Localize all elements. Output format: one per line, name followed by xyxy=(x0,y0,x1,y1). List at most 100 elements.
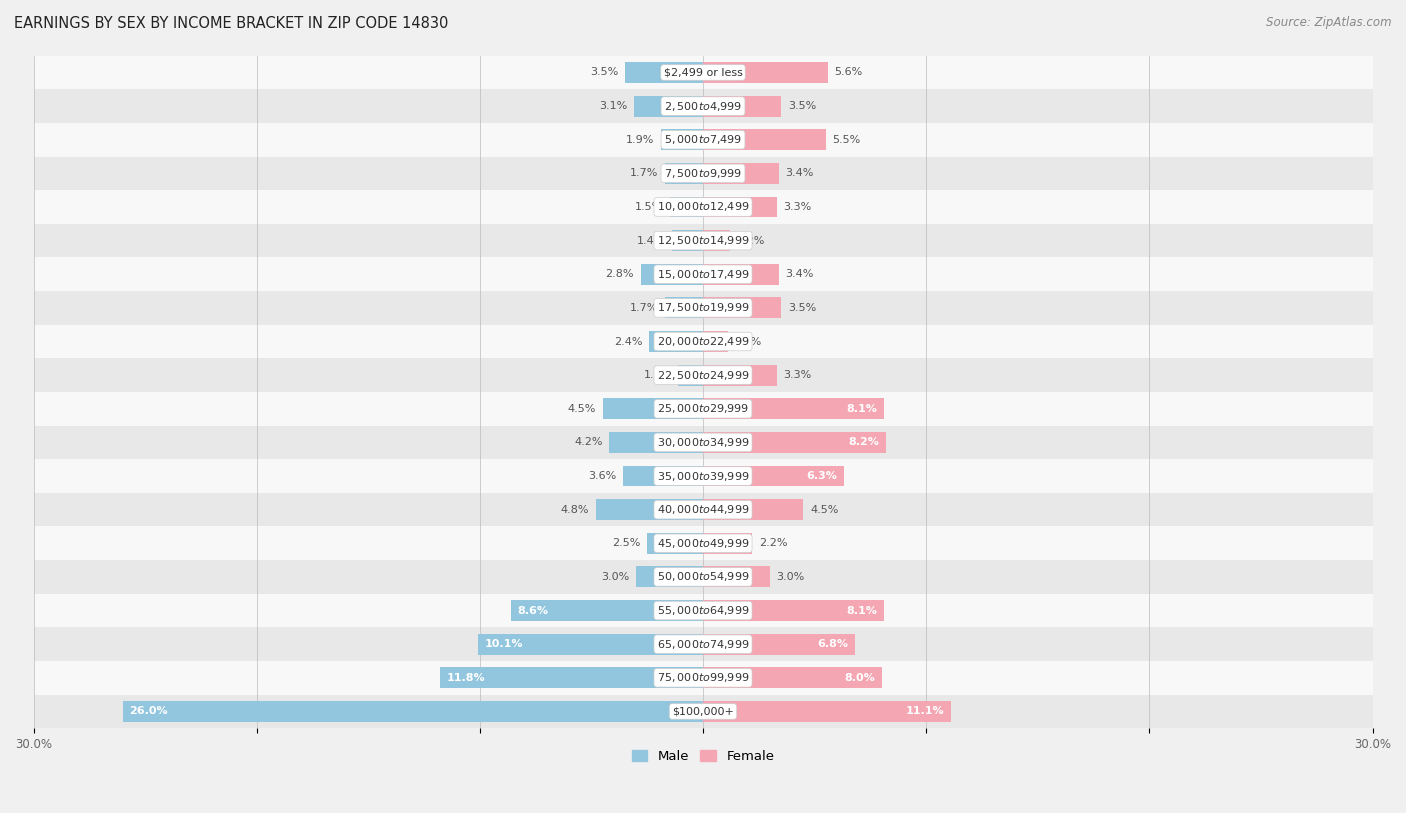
Bar xyxy=(703,264,779,285)
Bar xyxy=(665,298,703,319)
Bar xyxy=(34,392,1372,425)
Text: 3.0%: 3.0% xyxy=(602,572,630,582)
Bar xyxy=(34,593,1372,628)
Bar xyxy=(641,264,703,285)
Bar xyxy=(703,667,882,689)
Bar xyxy=(603,398,703,420)
Text: 3.6%: 3.6% xyxy=(588,471,616,481)
Bar xyxy=(34,324,1372,359)
Bar xyxy=(609,432,703,453)
Legend: Male, Female: Male, Female xyxy=(626,746,780,769)
Text: 8.2%: 8.2% xyxy=(848,437,879,447)
Text: 6.3%: 6.3% xyxy=(806,471,837,481)
Text: 2.8%: 2.8% xyxy=(606,269,634,279)
Text: 4.8%: 4.8% xyxy=(561,505,589,515)
Bar xyxy=(703,466,844,486)
Text: 3.5%: 3.5% xyxy=(787,303,815,313)
Bar xyxy=(34,493,1372,527)
Text: Source: ZipAtlas.com: Source: ZipAtlas.com xyxy=(1267,16,1392,29)
Text: 11.8%: 11.8% xyxy=(446,673,485,683)
Text: $75,000 to $99,999: $75,000 to $99,999 xyxy=(657,672,749,685)
Text: 4.5%: 4.5% xyxy=(810,505,838,515)
Text: 3.5%: 3.5% xyxy=(787,101,815,111)
Bar xyxy=(703,600,884,621)
Bar xyxy=(703,567,770,587)
Text: $30,000 to $34,999: $30,000 to $34,999 xyxy=(657,436,749,449)
Bar xyxy=(34,694,1372,728)
Text: 4.2%: 4.2% xyxy=(574,437,603,447)
Text: 1.7%: 1.7% xyxy=(630,168,658,178)
Bar xyxy=(34,425,1372,459)
Text: $7,500 to $9,999: $7,500 to $9,999 xyxy=(664,167,742,180)
Bar xyxy=(647,533,703,554)
Text: 6.8%: 6.8% xyxy=(817,639,848,650)
Bar xyxy=(703,163,779,184)
Bar xyxy=(703,197,776,217)
Bar xyxy=(672,230,703,251)
Text: $40,000 to $44,999: $40,000 to $44,999 xyxy=(657,503,749,516)
Bar xyxy=(703,62,828,83)
Text: 8.0%: 8.0% xyxy=(844,673,875,683)
Text: $2,499 or less: $2,499 or less xyxy=(664,67,742,77)
Text: $45,000 to $49,999: $45,000 to $49,999 xyxy=(657,537,749,550)
Bar xyxy=(122,701,703,722)
Bar xyxy=(596,499,703,520)
Text: 1.4%: 1.4% xyxy=(637,236,665,246)
Bar xyxy=(34,661,1372,694)
Text: $100,000+: $100,000+ xyxy=(672,706,734,716)
Text: 1.5%: 1.5% xyxy=(634,202,662,212)
Bar xyxy=(34,224,1372,258)
Text: 5.6%: 5.6% xyxy=(835,67,863,77)
Text: 8.6%: 8.6% xyxy=(517,606,548,615)
Text: $25,000 to $29,999: $25,000 to $29,999 xyxy=(657,402,749,415)
Text: 8.1%: 8.1% xyxy=(846,404,877,414)
Bar xyxy=(679,365,703,385)
Bar xyxy=(636,567,703,587)
Text: $2,500 to $4,999: $2,500 to $4,999 xyxy=(664,100,742,112)
Bar xyxy=(34,459,1372,493)
Bar xyxy=(34,628,1372,661)
Text: $10,000 to $12,499: $10,000 to $12,499 xyxy=(657,201,749,214)
Text: 3.5%: 3.5% xyxy=(591,67,619,77)
Text: 3.3%: 3.3% xyxy=(783,370,811,380)
Bar xyxy=(34,89,1372,123)
Bar xyxy=(703,96,782,116)
Bar xyxy=(440,667,703,689)
Bar xyxy=(34,157,1372,190)
Text: 1.2%: 1.2% xyxy=(737,236,765,246)
Bar xyxy=(34,190,1372,224)
Bar xyxy=(703,365,776,385)
Text: 3.4%: 3.4% xyxy=(786,168,814,178)
Text: 1.1%: 1.1% xyxy=(734,337,762,346)
Bar xyxy=(634,96,703,116)
Text: 1.7%: 1.7% xyxy=(630,303,658,313)
Bar xyxy=(478,634,703,654)
Text: $22,500 to $24,999: $22,500 to $24,999 xyxy=(657,368,749,381)
Text: 10.1%: 10.1% xyxy=(484,639,523,650)
Text: 3.0%: 3.0% xyxy=(776,572,804,582)
Text: 8.1%: 8.1% xyxy=(846,606,877,615)
Text: 1.1%: 1.1% xyxy=(644,370,672,380)
Text: $5,000 to $7,499: $5,000 to $7,499 xyxy=(664,133,742,146)
Text: $15,000 to $17,499: $15,000 to $17,499 xyxy=(657,267,749,280)
Bar xyxy=(510,600,703,621)
Bar xyxy=(703,230,730,251)
Bar xyxy=(703,298,782,319)
Bar xyxy=(665,163,703,184)
Bar xyxy=(34,359,1372,392)
Bar xyxy=(703,701,950,722)
Text: $50,000 to $54,999: $50,000 to $54,999 xyxy=(657,571,749,584)
Text: EARNINGS BY SEX BY INCOME BRACKET IN ZIP CODE 14830: EARNINGS BY SEX BY INCOME BRACKET IN ZIP… xyxy=(14,16,449,31)
Text: 4.5%: 4.5% xyxy=(568,404,596,414)
Bar xyxy=(669,197,703,217)
Text: 2.4%: 2.4% xyxy=(614,337,643,346)
Text: 5.5%: 5.5% xyxy=(832,135,860,145)
Bar xyxy=(703,432,886,453)
Bar xyxy=(34,291,1372,324)
Bar xyxy=(703,398,884,420)
Text: 11.1%: 11.1% xyxy=(905,706,943,716)
Text: 2.5%: 2.5% xyxy=(612,538,641,548)
Bar xyxy=(703,634,855,654)
Bar xyxy=(703,499,803,520)
Text: $17,500 to $19,999: $17,500 to $19,999 xyxy=(657,302,749,315)
